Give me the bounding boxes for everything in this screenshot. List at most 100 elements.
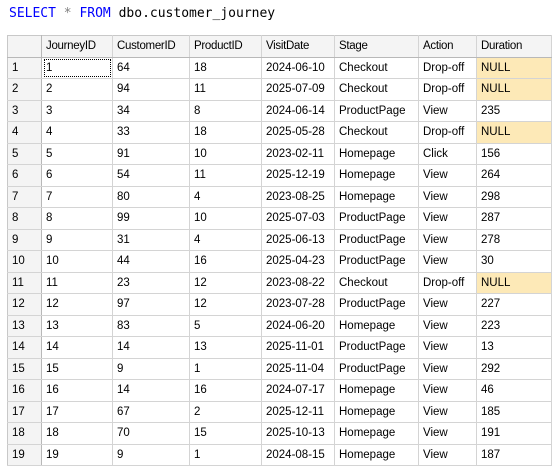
row-number-cell[interactable]: 15 [7, 358, 42, 380]
cell-journeyid[interactable]: 19 [41, 444, 113, 466]
cell-customerid[interactable]: 97 [112, 293, 190, 316]
cell-stage[interactable]: Homepage [334, 186, 419, 208]
cell-duration[interactable]: 156 [476, 143, 552, 165]
cell-visitdate[interactable]: 2024-06-20 [261, 315, 335, 337]
cell-visitdate[interactable]: 2023-07-28 [261, 293, 335, 316]
cell-stage[interactable]: ProductPage [334, 229, 419, 251]
cell-stage[interactable]: Homepage [334, 379, 419, 402]
cell-visitdate[interactable]: 2024-07-17 [261, 379, 335, 402]
cell-journeyid[interactable]: 9 [41, 229, 113, 251]
table-row[interactable]: 19 19 9 1 2024-08-15 Homepage View 187 [7, 444, 552, 466]
cell-productid[interactable]: 1 [189, 444, 262, 466]
cell-stage[interactable]: ProductPage [334, 336, 419, 359]
cell-customerid[interactable]: 94 [112, 78, 190, 101]
cell-stage[interactable]: Homepage [334, 401, 419, 423]
column-header-journeyid[interactable]: JourneyID [41, 35, 113, 58]
cell-action[interactable]: View [418, 164, 477, 187]
table-row[interactable]: 13 13 83 5 2024-06-20 Homepage View 223 [7, 315, 552, 337]
row-number-cell[interactable]: 4 [7, 121, 42, 144]
cell-stage[interactable]: Homepage [334, 444, 419, 466]
cell-visitdate[interactable]: 2025-05-28 [261, 121, 335, 144]
row-number-cell[interactable]: 2 [7, 78, 42, 101]
cell-action[interactable]: Drop-off [418, 78, 477, 101]
cell-customerid[interactable]: 44 [112, 250, 190, 273]
cell-action[interactable]: View [418, 207, 477, 230]
table-row[interactable]: 11 11 23 12 2023-08-22 Checkout Drop-off NULL [7, 272, 552, 294]
cell-journeyid[interactable]: 14 [41, 336, 113, 359]
cell-duration[interactable]: 30 [476, 250, 552, 273]
cell-visitdate[interactable]: 2024-06-10 [261, 57, 335, 79]
cell-customerid[interactable]: 83 [112, 315, 190, 337]
table-row[interactable]: 15 15 9 1 2025-11-04 ProductPage View 292 [7, 358, 552, 380]
row-number-cell[interactable]: 13 [7, 315, 42, 337]
cell-action[interactable]: Drop-off [418, 272, 477, 294]
table-row[interactable]: 9 9 31 4 2025-06-13 ProductPage View 278 [7, 229, 552, 251]
cell-duration[interactable]: 227 [476, 293, 552, 316]
row-number-cell[interactable]: 10 [7, 250, 42, 273]
cell-stage[interactable]: ProductPage [334, 358, 419, 380]
cell-stage[interactable]: Checkout [334, 272, 419, 294]
cell-stage[interactable]: Homepage [334, 143, 419, 165]
cell-productid[interactable]: 12 [189, 293, 262, 316]
cell-duration[interactable]: 235 [476, 100, 552, 122]
cell-duration[interactable]: 223 [476, 315, 552, 337]
cell-productid[interactable]: 8 [189, 100, 262, 122]
cell-duration[interactable]: 298 [476, 186, 552, 208]
cell-journeyid[interactable]: 8 [41, 207, 113, 230]
cell-journeyid[interactable]: 18 [41, 422, 113, 445]
cell-duration[interactable]: NULL [476, 121, 552, 144]
cell-visitdate[interactable]: 2023-08-22 [261, 272, 335, 294]
row-number-cell[interactable]: 17 [7, 401, 42, 423]
table-row[interactable]: 10 10 44 16 2025-04-23 ProductPage View 30 [7, 250, 552, 273]
table-row[interactable]: 1 1 64 18 2024-06-10 Checkout Drop-off NULL [7, 57, 552, 79]
table-row[interactable]: 17 17 67 2 2025-12-11 Homepage View 185 [7, 401, 552, 423]
cell-journeyid[interactable]: 1 [41, 57, 113, 79]
cell-stage[interactable]: Checkout [334, 121, 419, 144]
row-number-cell[interactable]: 18 [7, 422, 42, 445]
cell-customerid[interactable]: 70 [112, 422, 190, 445]
cell-customerid[interactable]: 14 [112, 336, 190, 359]
cell-duration[interactable]: NULL [476, 272, 552, 294]
results-grid[interactable]: JourneyID CustomerID ProductID VisitDate Sta… [7, 35, 552, 466]
cell-productid[interactable]: 11 [189, 78, 262, 101]
row-number-cell[interactable]: 5 [7, 143, 42, 165]
cell-productid[interactable]: 16 [189, 250, 262, 273]
cell-duration[interactable]: NULL [476, 57, 552, 79]
cell-journeyid[interactable]: 4 [41, 121, 113, 144]
cell-journeyid[interactable]: 5 [41, 143, 113, 165]
cell-journeyid[interactable]: 10 [41, 250, 113, 273]
cell-stage[interactable]: Homepage [334, 422, 419, 445]
cell-productid[interactable]: 12 [189, 272, 262, 294]
cell-visitdate[interactable]: 2025-10-13 [261, 422, 335, 445]
cell-journeyid[interactable]: 2 [41, 78, 113, 101]
table-row[interactable]: 16 16 14 16 2024-07-17 Homepage View 46 [7, 379, 552, 402]
cell-customerid[interactable]: 33 [112, 121, 190, 144]
row-number-cell[interactable]: 19 [7, 444, 42, 466]
row-number-cell[interactable]: 3 [7, 100, 42, 122]
column-header-row-number[interactable] [7, 35, 42, 58]
row-number-cell[interactable]: 16 [7, 379, 42, 402]
row-number-cell[interactable]: 8 [7, 207, 42, 230]
table-row[interactable]: 14 14 14 13 2025-11-01 ProductPage View 13 [7, 336, 552, 359]
cell-productid[interactable]: 18 [189, 121, 262, 144]
column-header-action[interactable]: Action [418, 35, 477, 58]
cell-journeyid[interactable]: 7 [41, 186, 113, 208]
table-row[interactable]: 8 8 99 10 2025-07-03 ProductPage View 287 [7, 207, 552, 230]
table-row[interactable]: 18 18 70 15 2025-10-13 Homepage View 191 [7, 422, 552, 445]
cell-visitdate[interactable]: 2025-07-03 [261, 207, 335, 230]
sql-query-text[interactable]: SELECT * FROM dbo.customer_journey [9, 5, 275, 23]
cell-stage[interactable]: ProductPage [334, 250, 419, 273]
column-header-productid[interactable]: ProductID [189, 35, 262, 58]
column-header-stage[interactable]: Stage [334, 35, 419, 58]
column-header-customerid[interactable]: CustomerID [112, 35, 190, 58]
cell-customerid[interactable]: 54 [112, 164, 190, 187]
cell-visitdate[interactable]: 2023-08-25 [261, 186, 335, 208]
cell-visitdate[interactable]: 2025-04-23 [261, 250, 335, 273]
cell-productid[interactable]: 13 [189, 336, 262, 359]
cell-visitdate[interactable]: 2023-02-11 [261, 143, 335, 165]
cell-customerid[interactable]: 64 [112, 57, 190, 79]
cell-productid[interactable]: 11 [189, 164, 262, 187]
cell-duration[interactable]: 292 [476, 358, 552, 380]
cell-stage[interactable]: ProductPage [334, 293, 419, 316]
cell-duration[interactable]: 13 [476, 336, 552, 359]
